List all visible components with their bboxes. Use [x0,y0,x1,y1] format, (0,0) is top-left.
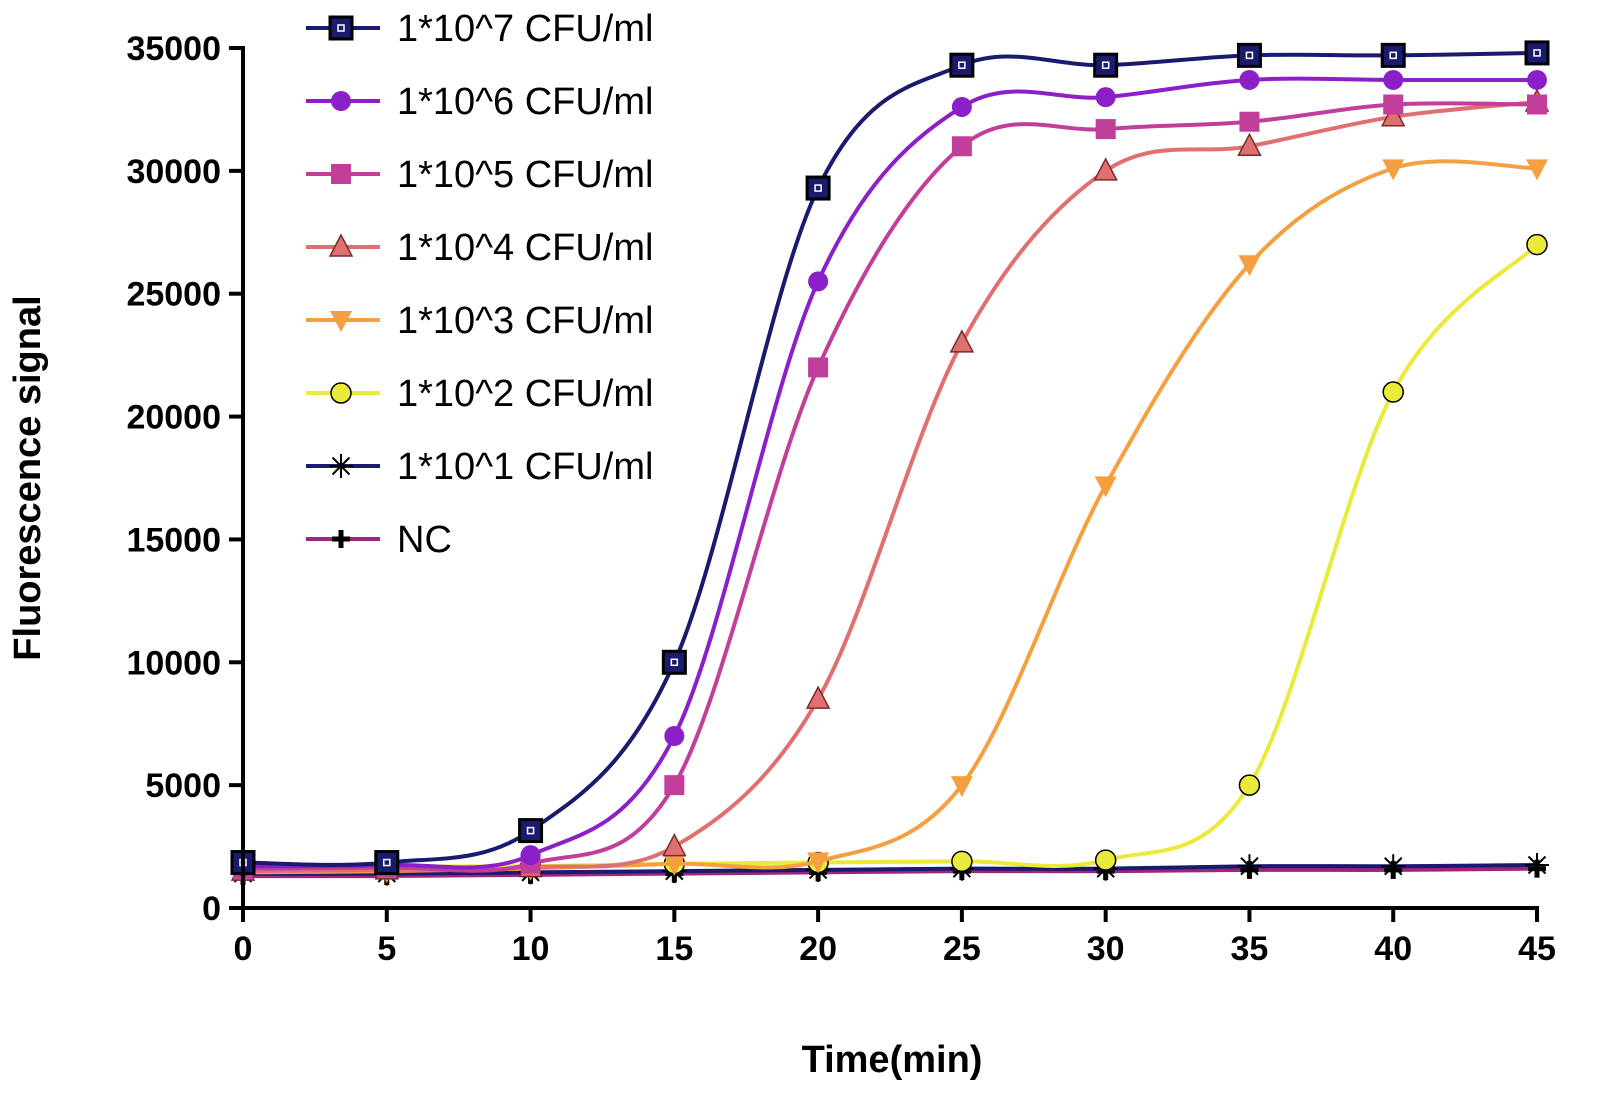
x-tick-label: 25 [943,930,981,968]
legend-marker [330,382,352,404]
data-point [1095,87,1116,108]
series-2 [233,69,1547,877]
data-point [1093,157,1118,181]
x-tick-label: 10 [512,930,550,968]
data-point [1094,849,1117,871]
legend-marker [331,91,351,111]
legend-item: 1*10^6 CFU/ml [306,81,653,123]
x-tick-label: 35 [1231,930,1269,968]
data-point [807,852,830,874]
legend-label: 1*10^2 CFU/ml [397,373,653,415]
series-3 [233,94,1547,879]
y-tick-label: 15000 [126,521,221,559]
legend-item: 1*10^3 CFU/ml [306,300,653,342]
data-point [1093,52,1119,78]
x-tick-label: 0 [234,930,253,968]
x-tick-label: 45 [1518,930,1556,968]
legend-marker [329,454,353,478]
data-point [664,726,685,746]
legend-marker [330,311,352,332]
y-tick-label: 20000 [126,399,221,437]
data-point [1239,69,1260,90]
data-point [1094,476,1117,498]
data-point [1380,103,1406,127]
legend-label: 1*10^1 CFU/ml [397,446,653,488]
data-point [1382,159,1405,181]
y-tick-label: 25000 [126,276,221,314]
data-point [951,850,973,873]
data-point [808,271,829,292]
data-point [1526,159,1548,181]
data-point [662,832,687,857]
x-axis-title: Time(min) [802,1039,983,1081]
x-tick-label: 15 [655,930,693,968]
data-point [1237,854,1262,879]
x-tick-label: 40 [1374,930,1412,968]
data-point [1380,42,1406,68]
series-line [242,863,1538,876]
legend-label: 1*10^4 CFU/ml [397,227,653,269]
legend-label: 1*10^6 CFU/ml [397,81,653,123]
data-point [1239,111,1260,132]
legend-item: NC [306,519,452,561]
data-point [950,776,973,798]
series-line [242,866,1538,879]
data-point [1527,94,1547,115]
legend-marker [331,164,351,184]
data-point [661,649,687,675]
legend-label: NC [397,519,452,561]
data-point [1383,69,1404,90]
data-point [518,818,544,844]
y-tick-label: 30000 [126,153,221,191]
legend-label: 1*10^5 CFU/ml [397,154,653,196]
data-point [663,854,686,876]
legend: 1*10^7 CFU/ml 1*10^6 CFU/ml 1*10^5 CFU/ml 1… [306,8,653,561]
y-tick-label: 10000 [126,644,221,682]
legend-item: 1*10^5 CFU/ml [306,154,653,196]
data-point [1524,40,1550,66]
data-point [949,52,975,78]
data-point [1095,119,1116,140]
legend-marker [328,15,354,41]
legend-label: 1*10^3 CFU/ml [397,300,653,342]
x-tick-label: 20 [799,930,837,968]
data-point [1383,94,1404,115]
data-point [951,136,972,157]
data-point [805,175,831,201]
data-point [1381,854,1406,879]
data-point [520,845,541,866]
data-point [1527,69,1547,90]
data-point [805,685,831,709]
y-tick-label: 0 [202,890,221,928]
legend-marker [328,233,354,257]
data-point [1525,853,1549,877]
data-point [1238,774,1261,796]
legend-item: 1*10^1 CFU/ml [306,446,653,488]
data-point [1238,255,1261,277]
data-point [1526,233,1548,256]
legend-marker [332,530,350,548]
legend-label: 1*10^7 CFU/ml [397,8,653,50]
y-tick-label: 35000 [126,30,221,68]
series-line [242,76,1537,870]
y-axis-title: Fluorescence signal [7,295,49,660]
x-tick-label: 30 [1087,930,1125,968]
data-point [664,775,685,796]
y-tick-label: 5000 [145,767,221,805]
legend-item: 1*10^7 CFU/ml [306,8,653,50]
legend-item: 1*10^2 CFU/ml [306,373,653,415]
data-point [1382,381,1404,403]
series-line [242,101,1538,873]
series-layer [230,40,1550,886]
x-tick-label: 5 [377,930,396,968]
data-point [949,329,975,353]
axes-layer: 0 5000 10000 15000 20000 25000 30000 35000 0 5 10 1… [126,30,1555,968]
legend-item: 1*10^4 CFU/ml [306,227,653,269]
data-point [951,96,972,117]
data-point [1236,42,1262,68]
data-point [374,850,400,876]
data-point [808,357,829,378]
data-point [1237,132,1262,157]
